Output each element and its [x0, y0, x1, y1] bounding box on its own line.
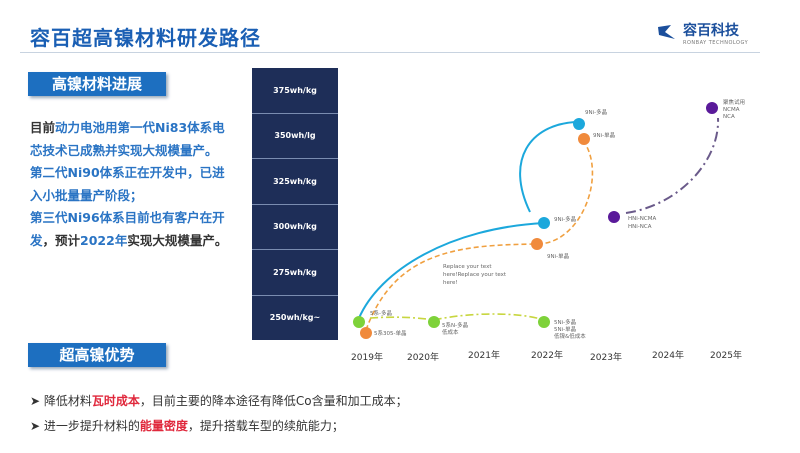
note-text: Replace your text [443, 264, 492, 270]
node-label: 低成本 [442, 328, 459, 336]
text-seg: 第二代Ni90体系正在开发中，已进入小批量量产阶段； [30, 165, 225, 203]
node-orange-top [578, 133, 590, 145]
logo-subtitle: RONBAY TECHNOLOGY [683, 40, 749, 46]
text-seg: 瓦时成本 [91, 394, 140, 408]
green-path [369, 313, 545, 321]
year-label: 2023年 [590, 351, 622, 363]
bullet-item: ➤ 降低材料瓦时成本，目前主要的降本途径有降低Co含量和加工成本； [30, 392, 408, 409]
node-label: 5Ni-多晶 [554, 318, 577, 326]
node-label: 9Ni-单晶 [593, 131, 616, 139]
node-label: 9Ni-单晶 [547, 252, 570, 260]
company-logo: 容百科技 RONBAY TECHNOLOGY [655, 20, 748, 46]
logo-name: 容百科技 [683, 23, 739, 39]
node-blue-top [573, 118, 585, 130]
text-seg: 能量密度 [139, 419, 188, 433]
node-label: 5系-多晶 [370, 309, 392, 317]
node-label: 5Ni-单晶 [554, 325, 577, 333]
text-seg: 2022年 [80, 232, 128, 248]
year-label: 2022年 [531, 349, 563, 361]
node-label: NCMA [723, 107, 740, 113]
year-label: 2020年 [407, 351, 439, 363]
node-purple-mid [608, 211, 620, 223]
year-label: 2024年 [652, 349, 684, 361]
orange-path [365, 144, 594, 331]
progress-text: 目前动力电池用第一代Ni83体系电芯技术已成熟并实现大规模量产。 第二代Ni90… [30, 117, 230, 252]
node-label: 低镍&低成本 [554, 332, 586, 340]
section-advantages-header: 超高镍优势 [28, 343, 166, 367]
purple-path [625, 117, 720, 214]
energy-density-scale: 375wh/kg 350wh/lg 325wh/kg 300wh/kg 275w… [252, 68, 338, 340]
energy-level: 300wh/kg [252, 205, 338, 250]
node-orange-2019 [360, 327, 372, 339]
node-label: HNi-NCMA [628, 216, 656, 222]
year-label: 2021年 [468, 349, 500, 361]
node-label: 9Ni-多晶 [585, 108, 608, 116]
node-label: 5系305-单晶 [374, 329, 407, 337]
node-blue-2022 [538, 217, 550, 229]
text-seg: 目前 [30, 120, 56, 135]
logo-icon [658, 25, 675, 39]
arrow-bullet-icon: ➤ [30, 419, 44, 433]
energy-level: 375wh/kg [252, 68, 338, 114]
node-green-2019 [353, 316, 365, 328]
note-text: here! [443, 280, 458, 286]
node-orange-2022 [531, 238, 543, 250]
node-label: NCA [723, 114, 735, 120]
energy-level: 350wh/lg [252, 114, 338, 159]
year-label: 2019年 [351, 351, 383, 363]
text-seg: 实现大规模量产。 [127, 232, 228, 248]
text-seg: ，预计 [42, 232, 81, 248]
section-progress-header: 高镍材料进展 [28, 72, 166, 96]
note-text: here!Replace your text [443, 272, 507, 278]
text-seg: ，提升搭载车型的续航能力； [187, 419, 344, 433]
node-green-2022 [538, 316, 550, 328]
energy-level: 325wh/kg [252, 159, 338, 205]
node-purple-top [706, 102, 718, 114]
text-seg: 动力电池用第一代Ni83体系电芯技术已成熟并实现大规模量产。 [30, 120, 225, 158]
energy-level: 275wh/kg [252, 250, 338, 296]
text-seg: ，目前主要的降本途径有降低Co含量和加工成本； [139, 394, 408, 408]
divider [20, 52, 760, 53]
page-title: 容百超高镍材料研发路径 [30, 26, 261, 50]
node-label: HNi-NCA [628, 224, 652, 230]
bullet-item: ➤ 进一步提升材料的能量密度，提升搭载车型的续航能力； [30, 417, 344, 434]
text-seg: 降低材料 [43, 394, 92, 408]
node-label: 9Ni-多晶 [554, 215, 577, 223]
energy-level: 250wh/kg~ [269, 313, 321, 323]
node-label: 5系N-多晶 [442, 321, 469, 329]
year-label: 2025年 [710, 349, 742, 361]
arrow-bullet-icon: ➤ [30, 394, 44, 408]
node-green-2020 [428, 316, 440, 328]
text-seg: 第三代Ni96体系目前也有客户在开发 [30, 210, 225, 248]
blue-path [358, 121, 576, 319]
text-seg: 进一步提升材料的 [43, 419, 140, 433]
node-label: 聚焦试用 [723, 98, 745, 106]
